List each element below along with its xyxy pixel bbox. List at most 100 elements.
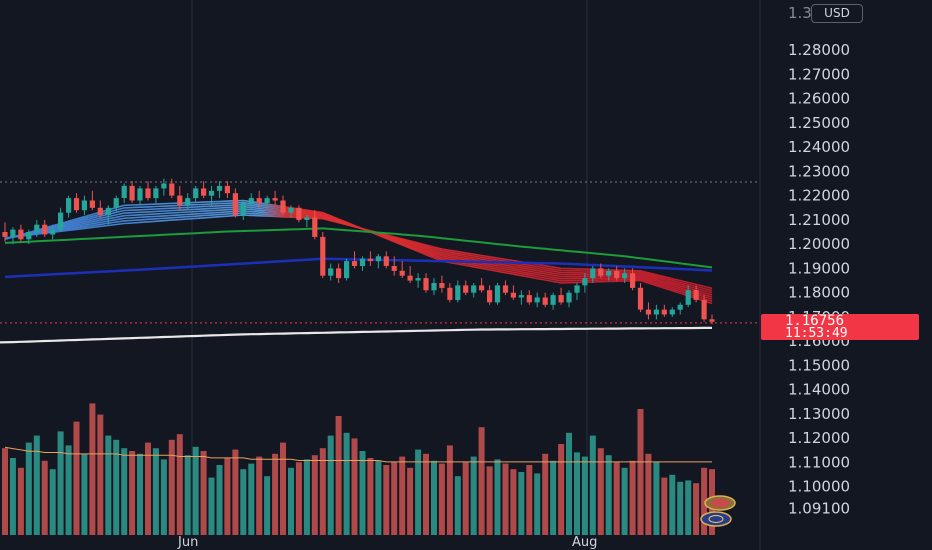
candle-body [113,198,119,208]
currency-button[interactable]: USD [811,4,863,23]
candle-body [383,256,389,266]
candle-body [526,295,532,303]
volume-bar [351,438,358,535]
volume-bar [661,477,668,535]
volume-bar [160,459,167,535]
volume-bar [240,469,247,535]
volume-bar [391,462,398,535]
volume-bar [621,467,628,535]
volume-bar [288,467,294,535]
time-axis-label: Aug [572,535,597,550]
time-axis[interactable]: Jun Aug [177,535,597,550]
price-axis-label: 1.13000 [788,405,850,423]
candle-body [153,188,159,199]
volume-bar [685,480,692,535]
volume-bar [574,452,580,535]
volume-bar [137,453,143,535]
volume-bar [494,459,501,535]
candle-body [415,278,421,281]
candle-body [423,278,429,291]
candle-body [89,200,95,208]
volume-bar [454,476,461,535]
candle-body [582,278,588,286]
candle-body [439,283,445,288]
volume-bar [303,459,310,535]
volume-bar [121,448,128,535]
bar-countdown: 11:53:49 [785,326,848,341]
candle-body [487,290,493,303]
candle-body [645,309,651,315]
candle-body [709,319,715,322]
candle-body [97,207,103,216]
candle-body [121,185,127,198]
volume-bar [629,460,636,535]
volume-bar [637,409,644,535]
event-flags[interactable] [700,495,736,527]
volume-bar [200,451,207,535]
volume-bar [25,442,32,535]
candle-body [351,261,358,266]
volume-bar [446,445,453,535]
volume-bar [558,444,565,535]
candle-body [431,283,437,291]
price-axis-label: 1.26000 [788,90,850,108]
volume-bar [9,458,16,535]
volume-bar [73,421,80,535]
us-flag-icon-stripe [711,498,729,508]
volume-bar [542,453,549,535]
candle-body [502,285,509,293]
volume-bar [407,467,414,535]
candle-body [34,224,40,232]
volume-bar [383,465,390,535]
volume-bar [129,451,136,535]
candle-body [50,229,56,235]
volume-bar [589,435,596,535]
candle-body [81,200,87,211]
volume-bar [2,448,8,535]
ribbon-line [4,214,713,290]
price-axis-label: 1.22000 [788,187,850,205]
price-axis[interactable]: 1.28000 1.27000 1.26000 1.25000 1.24000 1.230… [788,4,850,518]
candle-body [479,285,485,291]
volume-bar [280,442,286,535]
candle-body [606,270,612,276]
candle-body [208,190,215,196]
volume-bar [566,432,572,535]
candle-body [359,258,366,266]
candle-body [280,200,286,213]
volume-bar [693,483,700,535]
candle-body [637,287,644,310]
volume-bar [375,460,382,535]
candle-body [550,295,556,305]
last-price-tag: 1.16756 11:53:49 [761,314,919,340]
candle-body [399,270,405,276]
volume-bar [653,462,660,535]
volume-ma-line [4,446,712,463]
candle-body [129,185,135,201]
volume-bar [272,453,279,535]
candle-body [216,185,223,191]
time-axis-label: Jun [177,535,198,550]
price-axis-label: 1.19000 [788,259,850,277]
candle-body [2,232,8,237]
volume-bar [192,446,199,535]
volume-bar [65,445,72,535]
volume-bar [478,427,485,535]
candle-body [185,198,191,206]
candle-body [614,270,620,279]
volume-bar [176,434,183,535]
candle-body [161,183,167,189]
moving-average-lines [0,227,713,344]
volume-bar [41,460,48,535]
volume-bar [17,467,24,535]
volume-bar [224,458,231,535]
eu-flag-icon [700,511,732,527]
candle-body [542,297,548,305]
price-axis-label: 1.09100 [788,500,850,518]
volume-bar [502,463,509,535]
volume-bar [462,462,469,535]
volume-bar [581,456,588,535]
candle-body [534,297,540,303]
candle-body [232,193,238,215]
